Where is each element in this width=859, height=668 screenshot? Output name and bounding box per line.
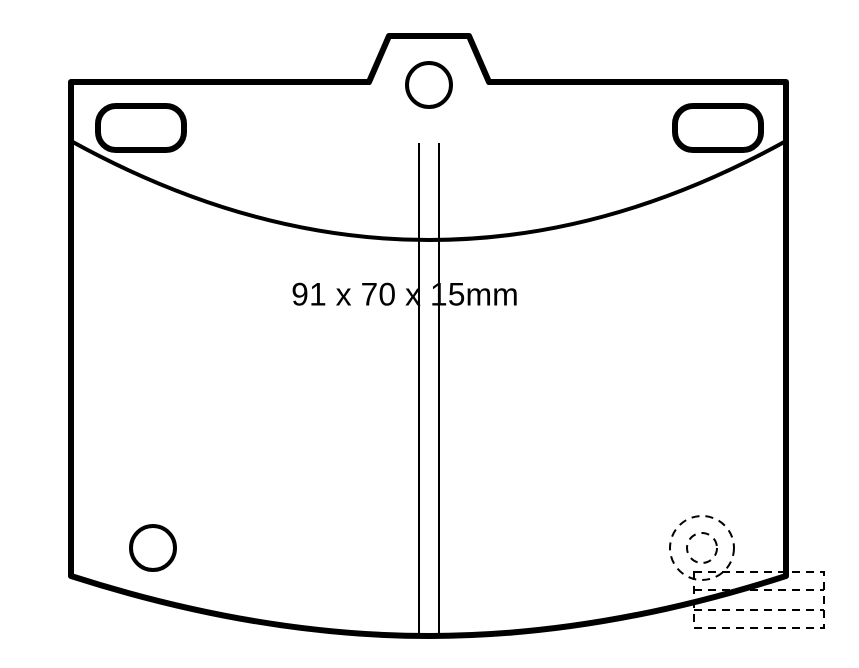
diagram-svg [0, 0, 859, 668]
dimension-label: 91 x 70 x 15mm [291, 277, 519, 314]
hole-bottom-left [131, 526, 175, 570]
dashed-circle-outer [670, 516, 734, 580]
slot-right [675, 106, 761, 150]
pad-outline [71, 36, 786, 636]
slot-left [98, 106, 184, 150]
dashed-circle-inner [687, 533, 717, 563]
inner-arc [71, 141, 786, 240]
brake-pad-diagram: 91 x 70 x 15mm [0, 0, 859, 668]
hole-top-center [407, 63, 451, 107]
